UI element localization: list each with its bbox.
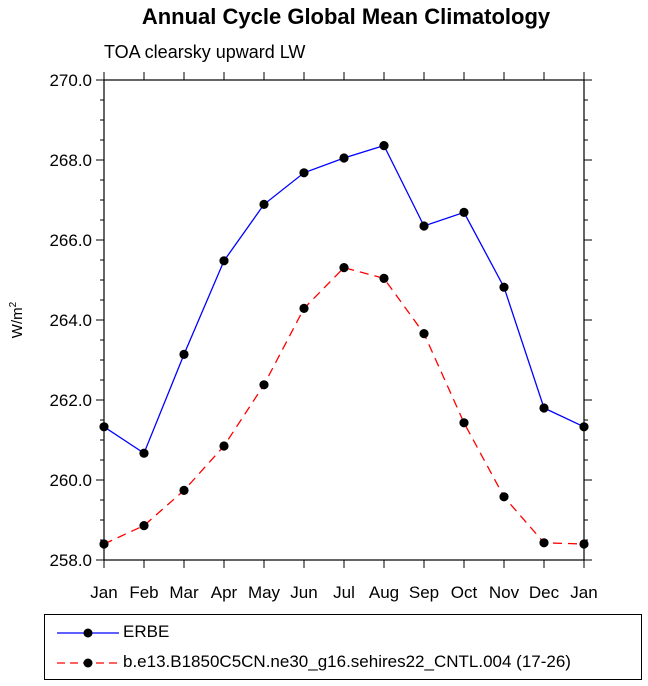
data-point-erbe [99, 422, 109, 432]
legend-marker-model [83, 658, 93, 668]
data-point-model [379, 273, 389, 283]
data-point-model [579, 539, 589, 549]
data-point-model [539, 538, 549, 548]
data-point-erbe [219, 256, 229, 266]
data-point-erbe [579, 422, 589, 432]
data-point-erbe [339, 153, 349, 163]
data-point-model [499, 492, 509, 502]
legend-item-erbe: ERBE [45, 617, 641, 647]
series-layer [99, 141, 589, 549]
legend-item-model: b.e13.B1850C5CN.ne30_g16.sehires22_CNTL.… [45, 647, 641, 677]
x-tick-label: Aug [369, 583, 399, 602]
x-tick-label: Nov [489, 583, 520, 602]
legend-label-erbe: ERBE [123, 622, 170, 641]
data-point-model [99, 539, 109, 549]
data-point-erbe [379, 141, 389, 151]
data-point-erbe [259, 199, 269, 209]
data-point-erbe [459, 207, 469, 217]
data-point-model [259, 380, 269, 390]
legend-label-model: b.e13.B1850C5CN.ne30_g16.sehires22_CNTL.… [123, 652, 571, 671]
chart-svg: Annual Cycle Global Mean Climatology TOA… [8, 4, 598, 602]
plot-frame [103, 79, 585, 561]
data-point-model [219, 441, 229, 451]
axis-tick-labels: 258.0 260.0 262.0 264.0 266.0 268.0 270.0 Jan Fe… [49, 71, 597, 602]
y-axis-label-superscript: 2 [8, 301, 19, 307]
data-point-erbe [539, 403, 549, 413]
chart-title: Annual Cycle Global Mean Climatology [142, 4, 551, 29]
data-point-erbe [179, 349, 189, 359]
data-point-model [299, 303, 309, 313]
x-tick-label: Sep [409, 583, 439, 602]
axis-ticks [96, 72, 592, 568]
y-tick-label: 258.0 [49, 551, 92, 570]
data-point-erbe [419, 221, 429, 231]
data-point-model [419, 329, 429, 339]
data-point-model [339, 263, 349, 273]
x-tick-label: Jan [570, 583, 597, 602]
x-tick-label: May [248, 583, 281, 602]
data-point-model [139, 521, 149, 531]
x-tick-label: Feb [129, 583, 158, 602]
series-line-model [103, 266, 585, 545]
data-point-model [459, 418, 469, 428]
y-tick-label: 268.0 [49, 151, 92, 170]
data-point-model [179, 485, 189, 495]
legend-swatch-model [57, 658, 119, 668]
x-tick-label: Dec [529, 583, 560, 602]
y-tick-label: 264.0 [49, 311, 92, 330]
y-tick-label: 262.0 [49, 391, 92, 410]
data-point-erbe [499, 282, 509, 292]
y-tick-label: 260.0 [49, 471, 92, 490]
legend-marker-erbe [83, 628, 93, 638]
y-axis-label: W/m2 [8, 301, 26, 338]
x-tick-label: Jul [333, 583, 355, 602]
x-tick-label: Mar [169, 583, 199, 602]
x-tick-label: Oct [451, 583, 478, 602]
data-point-erbe [299, 168, 309, 178]
y-tick-label: 266.0 [49, 231, 92, 250]
x-tick-label: Jan [90, 583, 117, 602]
y-tick-label: 270.0 [49, 71, 92, 90]
legend-swatch-erbe [57, 628, 119, 638]
legend: ERBE b.e13.B1850C5CN.ne30_g16.sehires22_… [44, 614, 642, 680]
data-point-erbe [139, 448, 149, 458]
series-line-erbe [103, 144, 585, 455]
x-tick-label: Apr [211, 583, 238, 602]
y-axis-label-base: W/m [9, 307, 26, 338]
chart-subtitle: TOA clearsky upward LW [104, 42, 305, 62]
x-tick-label: Jun [290, 583, 317, 602]
